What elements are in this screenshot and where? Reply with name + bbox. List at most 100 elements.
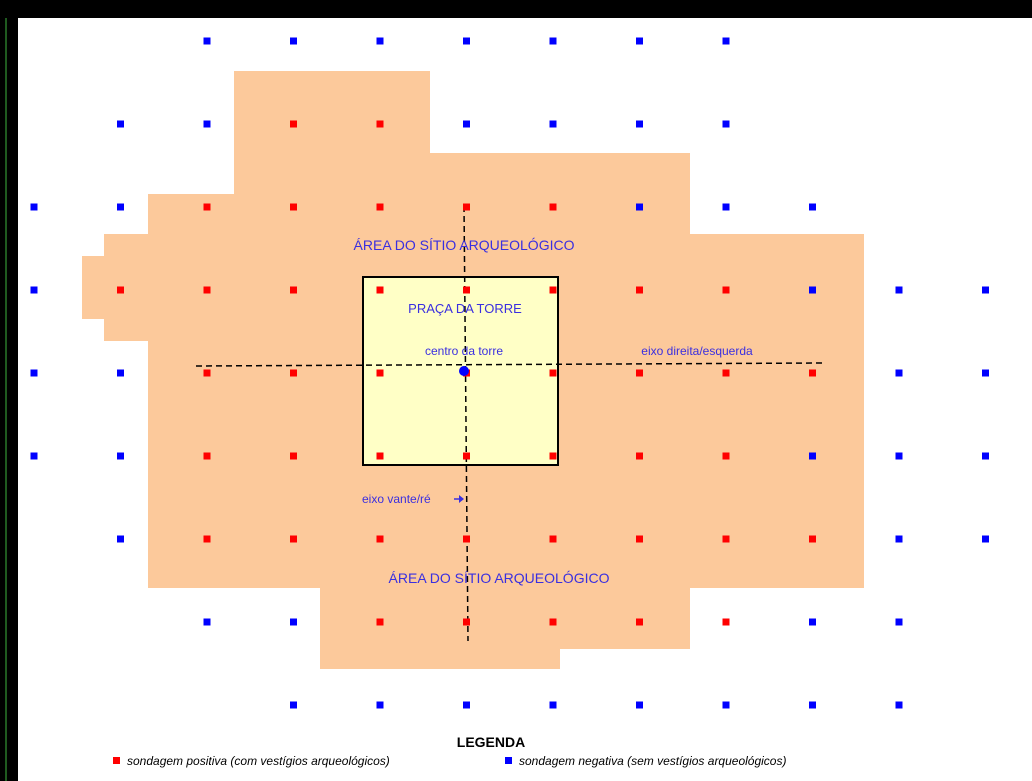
positive-sounding-point [636,287,643,294]
positive-sounding-point [550,619,557,626]
legend-negative-label: sondagem negativa (sem vestígios arqueol… [519,754,786,768]
negative-sounding-point [204,38,211,45]
positive-sounding-point [809,536,816,543]
positive-sounding-point [204,370,211,377]
negative-sounding-point [31,287,38,294]
legend-title: LEGENDA [457,734,525,750]
negative-sounding-point [896,702,903,709]
positive-sounding-point [723,619,730,626]
positive-sounding-point [377,370,384,377]
site-area-part [148,194,690,234]
site-area-label-top: ÁREA DO SÍTIO ARQUEOLÓGICO [354,237,575,253]
negative-sounding-point [723,702,730,709]
tower-center-label: centro da torre [425,344,503,358]
positive-sounding-point [377,287,384,294]
negative-sounding-point [550,702,557,709]
positive-sounding-point [550,370,557,377]
negative-sounding-point [809,204,816,211]
positive-sounding-point [377,619,384,626]
legend-positive-marker [113,757,120,764]
positive-sounding-point [550,453,557,460]
positive-sounding-point [290,536,297,543]
site-area-part [320,649,560,669]
negative-sounding-point [117,121,124,128]
negative-sounding-point [117,536,124,543]
negative-sounding-point [31,204,38,211]
negative-sounding-point [896,619,903,626]
positive-sounding-point [377,536,384,543]
axis-fore-aft-label: eixo vante/ré [362,492,431,506]
positive-sounding-point [636,619,643,626]
positive-sounding-point [290,370,297,377]
diagram-panel: ÁREA DO SÍTIO ARQUEOLÓGICO PRAÇA DA TORR… [18,18,1032,781]
negative-sounding-point [463,121,470,128]
legend-positive-label: sondagem positiva (com vestígios arqueol… [127,754,390,768]
left-edge-line [5,18,7,781]
negative-sounding-point [463,702,470,709]
square-label: PRAÇA DA TORRE [408,301,522,316]
negative-sounding-point [290,38,297,45]
negative-sounding-point [377,702,384,709]
negative-sounding-point [636,204,643,211]
negative-sounding-point [809,287,816,294]
positive-sounding-point [463,204,470,211]
negative-sounding-point [982,536,989,543]
positive-sounding-point [204,536,211,543]
site-area-part [320,588,690,649]
positive-sounding-point [723,370,730,377]
negative-sounding-point [117,453,124,460]
negative-sounding-point [896,287,903,294]
negative-sounding-point [463,38,470,45]
positive-sounding-point [723,287,730,294]
tower-center-point [459,366,469,376]
positive-sounding-point [723,453,730,460]
legend-negative-marker [505,757,512,764]
negative-sounding-point [31,370,38,377]
negative-sounding-point [809,453,816,460]
negative-sounding-point [31,453,38,460]
positive-sounding-point [290,121,297,128]
positive-sounding-point [204,453,211,460]
negative-sounding-point [377,38,384,45]
negative-sounding-point [809,619,816,626]
positive-sounding-point [463,453,470,460]
positive-sounding-point [117,287,124,294]
positive-sounding-point [290,453,297,460]
positive-sounding-point [290,287,297,294]
negative-sounding-point [896,453,903,460]
positive-sounding-point [636,453,643,460]
negative-sounding-point [204,121,211,128]
negative-sounding-point [550,38,557,45]
negative-sounding-point [723,204,730,211]
negative-sounding-point [982,287,989,294]
positive-sounding-point [463,287,470,294]
negative-sounding-point [204,619,211,626]
negative-sounding-point [290,702,297,709]
positive-sounding-point [636,536,643,543]
positive-sounding-point [723,536,730,543]
negative-sounding-point [636,702,643,709]
positive-sounding-point [550,287,557,294]
negative-sounding-point [809,702,816,709]
positive-sounding-point [204,287,211,294]
negative-sounding-point [117,204,124,211]
positive-sounding-point [377,204,384,211]
negative-sounding-point [636,121,643,128]
positive-sounding-point [290,204,297,211]
positive-sounding-point [377,453,384,460]
negative-sounding-point [290,619,297,626]
positive-sounding-point [463,619,470,626]
negative-sounding-point [896,536,903,543]
negative-sounding-point [896,370,903,377]
positive-sounding-point [550,204,557,211]
axis-left-right-label: eixo direita/esquerda [641,344,753,358]
site-diagram: ÁREA DO SÍTIO ARQUEOLÓGICO PRAÇA DA TORR… [18,18,1032,781]
negative-sounding-point [982,453,989,460]
negative-sounding-point [550,121,557,128]
positive-sounding-point [550,536,557,543]
negative-sounding-point [982,370,989,377]
negative-sounding-point [117,370,124,377]
positive-sounding-point [204,204,211,211]
negative-sounding-point [636,38,643,45]
positive-sounding-point [463,536,470,543]
